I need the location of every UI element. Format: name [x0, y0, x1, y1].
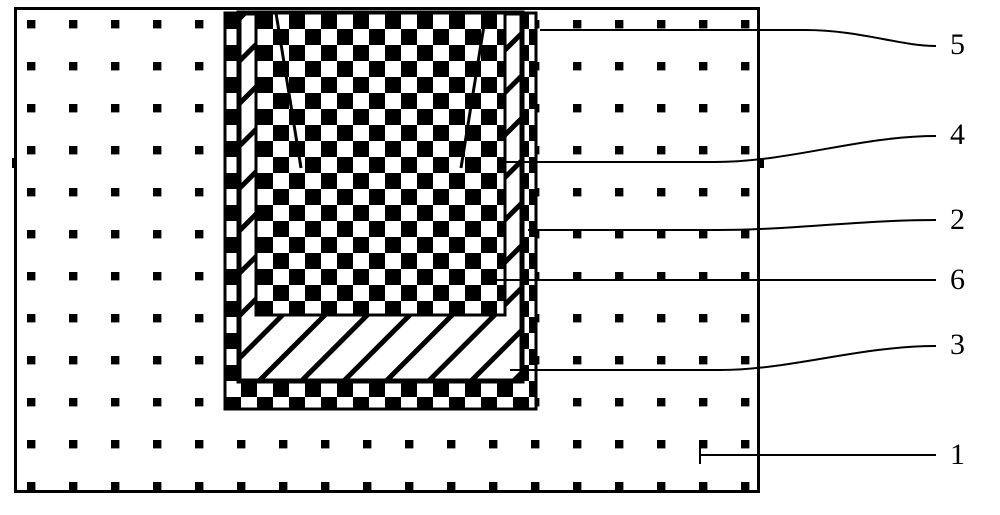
diagram-svg [0, 0, 1000, 515]
label-4: 4 [950, 120, 965, 150]
label-5: 5 [950, 30, 965, 60]
label-3: 3 [950, 330, 965, 360]
label-2: 2 [950, 205, 965, 235]
label-6: 6 [950, 265, 965, 295]
figure: 5 4 2 6 3 1 [0, 0, 1000, 515]
label-1: 1 [950, 440, 965, 470]
